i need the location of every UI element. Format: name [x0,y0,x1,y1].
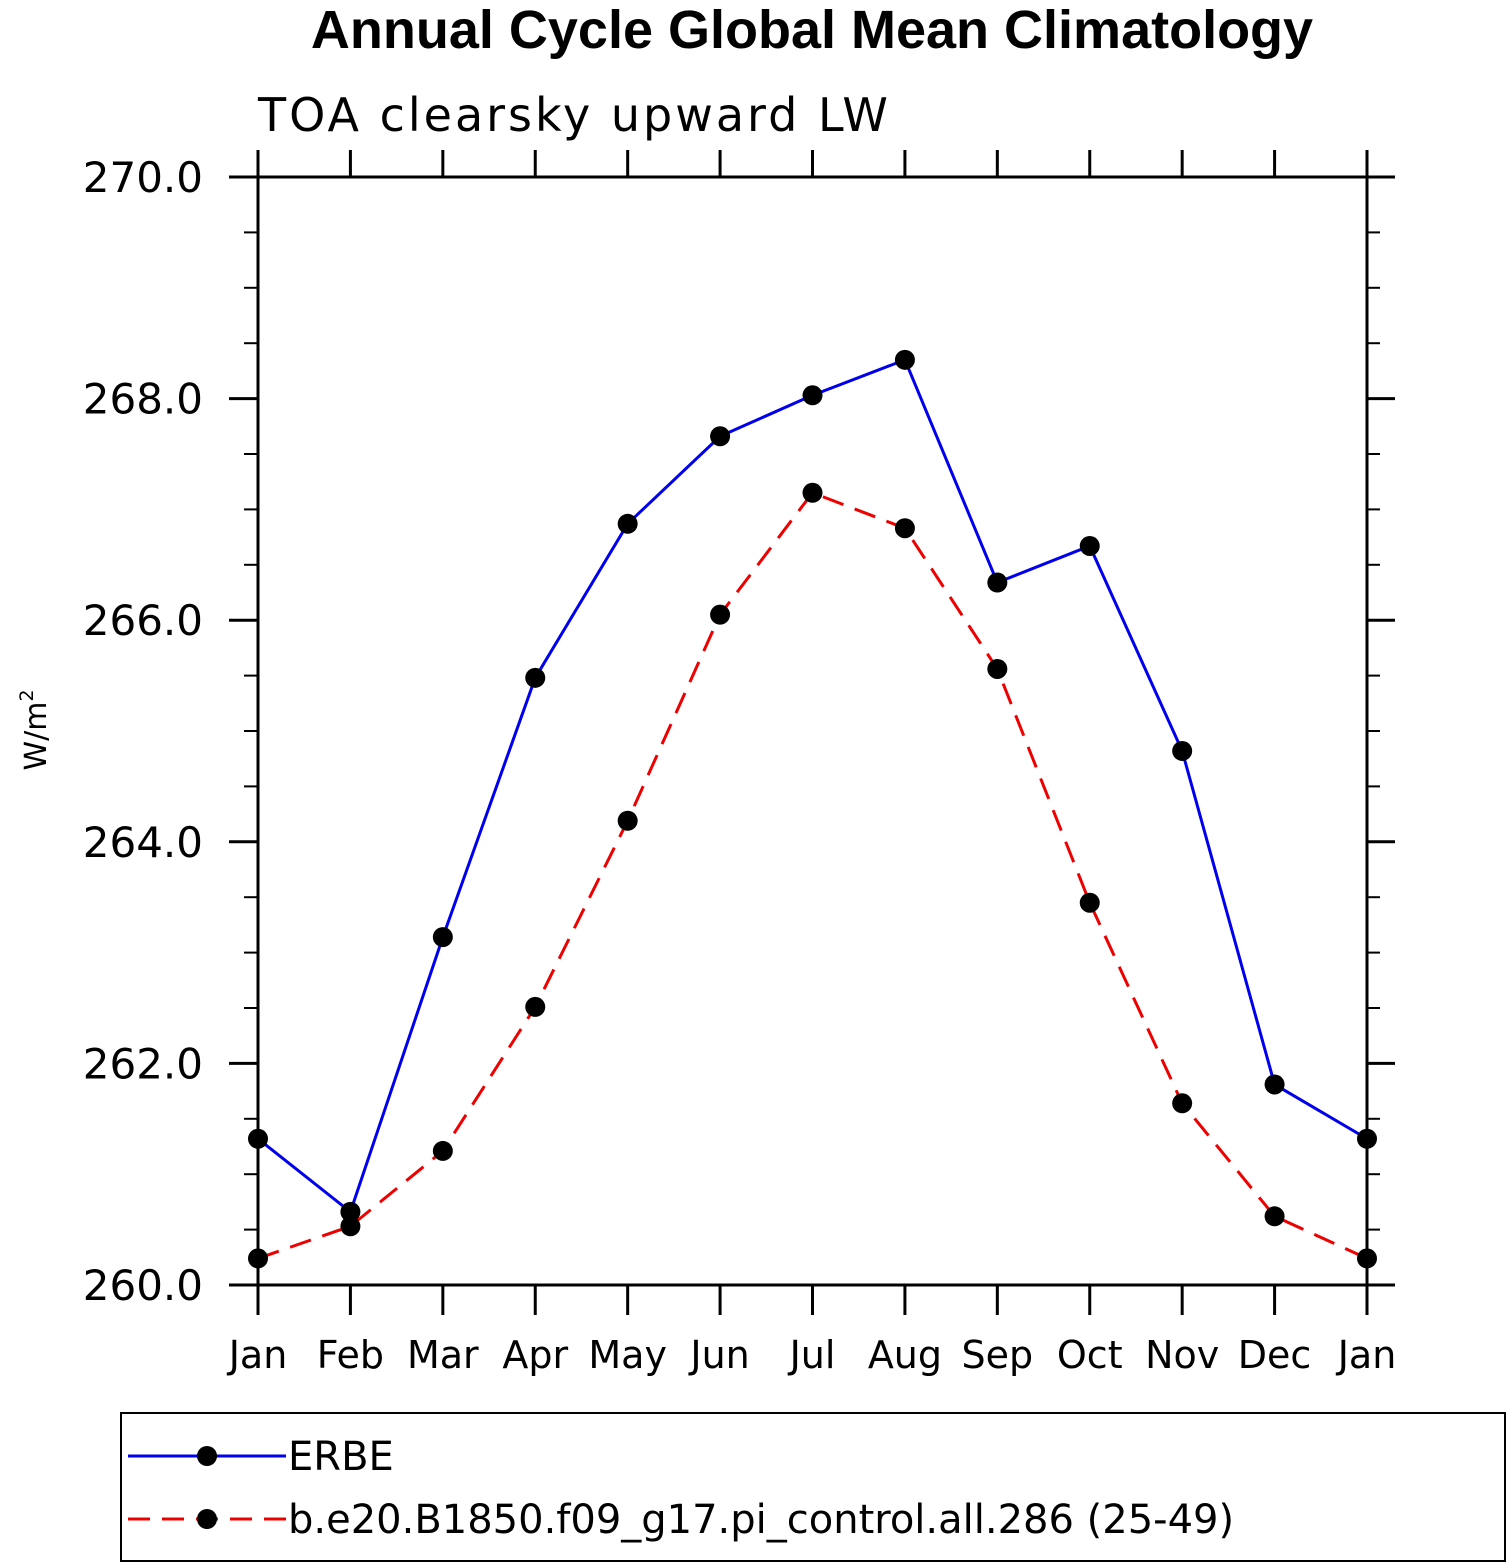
axis-ticks [229,150,1395,1315]
y-axis-label-sup: 2 [16,689,38,701]
x-tick-label: Aug [868,1333,942,1377]
data-point-s0-0 [248,1128,268,1149]
plot-frame [256,175,1369,1287]
data-point-s0-2 [432,927,453,948]
x-tick-label: Jul [788,1333,836,1377]
x-tick-label: Jun [688,1333,749,1377]
y-axis-label: W/m2 [16,689,54,770]
legend-marker-1 [197,1509,217,1529]
legend-label-1: b.e20.B1850.f09_g17.pi_control.all.286 (… [288,1497,1234,1543]
data-point-s1-1 [340,1216,361,1237]
x-tick-label: May [588,1333,667,1377]
data-point-s0-6 [802,385,823,406]
y-axis-label-base: W/m [19,702,54,771]
data-point-s0-4 [617,513,638,534]
x-tick-label: Jan [1336,1333,1397,1377]
data-point-s0-8 [987,572,1008,593]
data-point-s1-10 [1172,1093,1193,1114]
x-tick-label: Sep [962,1333,1034,1377]
x-tick-label: Mar [407,1333,479,1377]
data-point-s1-4 [617,810,638,831]
x-tick-label: Nov [1145,1333,1219,1377]
data-point-s0-1 [340,1201,361,1222]
data-point-s0-9 [1079,535,1100,556]
series-line-1 [257,490,1368,1260]
x-tick-label: Feb [317,1333,384,1377]
data-point-s0-5 [710,426,731,447]
y-tick-label: 262.0 [83,1039,203,1088]
x-tick-label: Dec [1238,1333,1312,1377]
data-point-s1-6 [802,482,823,503]
data-point-s1-2 [432,1140,453,1161]
legend-box [120,1412,1506,1562]
x-tick-labels: Jan Feb Mar Apr May Jun Jul Aug Sep Oct Nov Dec Jan [227,1333,1397,1377]
data-point-s0-11 [1264,1074,1285,1095]
data-point-s1-7 [894,518,915,539]
data-point-s1-3 [525,996,546,1017]
data-point-s0-3 [525,667,546,688]
y-tick-label: 268.0 [83,375,203,424]
data-point-s0-12 [1357,1128,1377,1149]
y-tick-label: 266.0 [83,596,203,645]
chart-subtitle: TOA clearsky upward LW [257,88,891,142]
y-tick-label: 270.0 [83,153,203,202]
data-point-s1-0 [248,1248,268,1269]
data-point-s0-10 [1172,740,1193,761]
x-tick-label: Oct [1057,1333,1123,1377]
y-tick-label: 260.0 [83,1261,203,1310]
data-point-s1-12 [1357,1248,1377,1269]
chart-title: Annual Cycle Global Mean Climatology [311,0,1313,60]
legend-marker-0 [197,1446,217,1466]
legend: ERBE b.e20.B1850.f09_g17.pi_control.all.2… [128,1434,1234,1543]
y-tick-labels: 260.0 262.0 264.0 266.0 268.0 270.0 [83,153,203,1310]
data-point-s0-7 [894,349,915,370]
data-point-s1-11 [1264,1206,1285,1227]
y-tick-label: 264.0 [83,818,203,867]
svg-text:W/m2: W/m2 [16,689,54,770]
data-point-s1-8 [987,658,1008,679]
series-points [248,349,1377,1269]
data-point-s1-5 [710,604,731,625]
x-tick-label: Apr [502,1333,568,1377]
data-point-s1-9 [1079,892,1100,913]
legend-label-0: ERBE [288,1434,394,1480]
x-tick-label: Jan [227,1333,288,1377]
